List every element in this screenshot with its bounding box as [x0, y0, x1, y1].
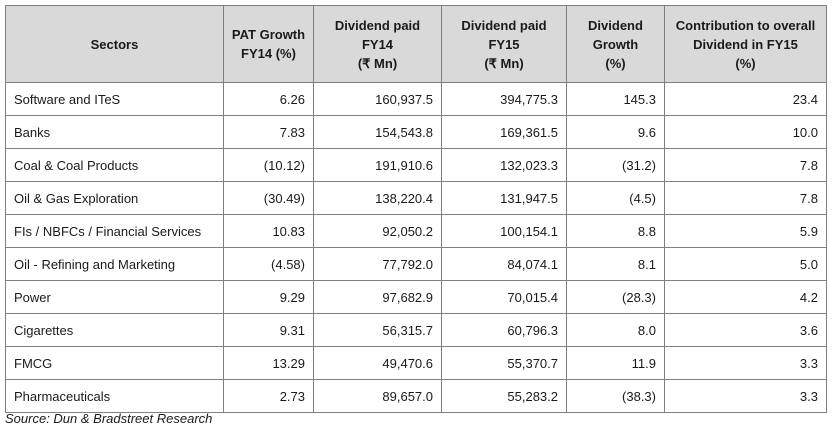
contribution-cell: 4.2: [664, 280, 827, 314]
pat-growth-cell: 9.29: [223, 280, 314, 314]
dividend-growth-cell: 11.9: [566, 346, 665, 380]
sector-cell: Power: [5, 280, 224, 314]
table-row: FIs / NBFCs / Financial Services 10.83 92,…: [5, 214, 827, 248]
dividend-fy14-cell: 154,543.8: [313, 115, 442, 149]
header-dividend-growth: Dividend Growth (%): [566, 5, 665, 83]
dividend-growth-cell: 8.8: [566, 214, 665, 248]
header-line: (₹ Mn): [484, 55, 524, 71]
contribution-cell: 7.8: [664, 181, 827, 215]
dividend-fy14-cell: 89,657.0: [313, 379, 442, 413]
header-line: Growth: [592, 36, 639, 52]
header-line: Dividend paid: [461, 17, 547, 33]
sector-cell: FIs / NBFCs / Financial Services: [5, 214, 224, 248]
contribution-cell: 10.0: [664, 115, 827, 149]
pat-growth-cell: (30.49): [223, 181, 314, 215]
dividend-fy15-cell: 394,775.3: [441, 82, 567, 116]
sector-cell: Coal & Coal Products: [5, 148, 224, 182]
table-row: Oil - Refining and Marketing (4.58) 77,792…: [5, 247, 827, 281]
dividend-fy15-cell: 169,361.5: [441, 115, 567, 149]
header-line: Sectors: [90, 36, 139, 52]
contribution-cell: 5.0: [664, 247, 827, 281]
source-note: Source: Dun & Bradstreet Research: [5, 411, 213, 426]
pat-growth-cell: 13.29: [223, 346, 314, 380]
dividend-fy14-cell: 56,315.7: [313, 313, 442, 347]
dividend-growth-cell: 145.3: [566, 82, 665, 116]
dividend-fy15-cell: 55,370.7: [441, 346, 567, 380]
dividend-fy14-cell: 77,792.0: [313, 247, 442, 281]
dividend-fy14-cell: 138,220.4: [313, 181, 442, 215]
pat-growth-cell: 9.31: [223, 313, 314, 347]
header-line: (%): [735, 55, 756, 71]
header-line: Dividend paid: [334, 17, 421, 33]
header-line: Dividend: [588, 17, 643, 33]
dividend-growth-cell: (28.3): [566, 280, 665, 314]
sector-cell: Pharmaceuticals: [5, 379, 224, 413]
table-row: Software and ITeS 6.26 160,937.5 394,775.3 1…: [5, 82, 827, 116]
sector-cell: Oil & Gas Exploration: [5, 181, 224, 215]
pat-growth-cell: 2.73: [223, 379, 314, 413]
header-line: (%): [605, 55, 626, 71]
sector-cell: FMCG: [5, 346, 224, 380]
pat-growth-cell: (4.58): [223, 247, 314, 281]
dividend-growth-cell: 8.1: [566, 247, 665, 281]
pat-growth-cell: 6.26: [223, 82, 314, 116]
contribution-cell: 23.4: [664, 82, 827, 116]
table-row: Cigarettes 9.31 56,315.7 60,796.3 8.0 3.6: [5, 313, 827, 347]
dividend-fy15-cell: 132,023.3: [441, 148, 567, 182]
dividend-growth-cell: (38.3): [566, 379, 665, 413]
header-dividend-fy15: Dividend paid FY15 (₹ Mn): [441, 5, 567, 83]
header-sectors: Sectors: [5, 5, 224, 83]
table-row: Power 9.29 97,682.9 70,015.4 (28.3) 4.2: [5, 280, 827, 314]
header-line: Contribution to overall: [675, 17, 816, 33]
table-row: Pharmaceuticals 2.73 89,657.0 55,283.2 (38.3…: [5, 379, 827, 413]
contribution-cell: 7.8: [664, 148, 827, 182]
table-body: Software and ITeS 6.26 160,937.5 394,775.3 1…: [5, 82, 827, 413]
header-dividend-fy14: Dividend paid FY14 (₹ Mn): [313, 5, 442, 83]
dividend-fy15-cell: 55,283.2: [441, 379, 567, 413]
contribution-cell: 3.6: [664, 313, 827, 347]
header-contribution: Contribution to overall Dividend in FY15 (…: [664, 5, 827, 83]
dividend-fy14-cell: 49,470.6: [313, 346, 442, 380]
header-line: FY14: [361, 36, 394, 52]
dividend-growth-cell: 8.0: [566, 313, 665, 347]
dividend-growth-cell: (31.2): [566, 148, 665, 182]
dividend-table: Sectors PAT Growth FY14 (%) Dividend paid FY…: [5, 5, 827, 413]
dividend-fy15-cell: 70,015.4: [441, 280, 567, 314]
pat-growth-cell: (10.12): [223, 148, 314, 182]
sector-cell: Software and ITeS: [5, 82, 224, 116]
dividend-fy14-cell: 160,937.5: [313, 82, 442, 116]
contribution-cell: 3.3: [664, 346, 827, 380]
dividend-fy14-cell: 191,910.6: [313, 148, 442, 182]
table-container: Sectors PAT Growth FY14 (%) Dividend paid FY…: [5, 5, 827, 413]
header-pat-growth: PAT Growth FY14 (%): [223, 5, 314, 83]
header-line: (₹ Mn): [357, 55, 398, 71]
dividend-growth-cell: 9.6: [566, 115, 665, 149]
dividend-fy14-cell: 97,682.9: [313, 280, 442, 314]
sector-cell: Oil - Refining and Marketing: [5, 247, 224, 281]
table-row: FMCG 13.29 49,470.6 55,370.7 11.9 3.3: [5, 346, 827, 380]
contribution-cell: 3.3: [664, 379, 827, 413]
dividend-fy15-cell: 84,074.1: [441, 247, 567, 281]
header-row: Sectors PAT Growth FY14 (%) Dividend paid FY…: [5, 5, 827, 83]
table-row: Banks 7.83 154,543.8 169,361.5 9.6 10.0: [5, 115, 827, 149]
table-row: Oil & Gas Exploration (30.49) 138,220.4 131…: [5, 181, 827, 215]
dividend-fy15-cell: 60,796.3: [441, 313, 567, 347]
dividend-fy14-cell: 92,050.2: [313, 214, 442, 248]
dividend-growth-cell: (4.5): [566, 181, 665, 215]
sector-cell: Cigarettes: [5, 313, 224, 347]
header-line: PAT Growth: [231, 27, 306, 42]
pat-growth-cell: 10.83: [223, 214, 314, 248]
table-header: Sectors PAT Growth FY14 (%) Dividend paid FY…: [5, 5, 827, 83]
table-row: Coal & Coal Products (10.12) 191,910.6 132,…: [5, 148, 827, 182]
dividend-fy15-cell: 131,947.5: [441, 181, 567, 215]
header-line: FY15: [488, 36, 520, 52]
sector-cell: Banks: [5, 115, 224, 149]
contribution-cell: 5.9: [664, 214, 827, 248]
header-line: Dividend in FY15: [693, 36, 798, 52]
header-line: FY14 (%): [241, 46, 296, 61]
dividend-fy15-cell: 100,154.1: [441, 214, 567, 248]
pat-growth-cell: 7.83: [223, 115, 314, 149]
